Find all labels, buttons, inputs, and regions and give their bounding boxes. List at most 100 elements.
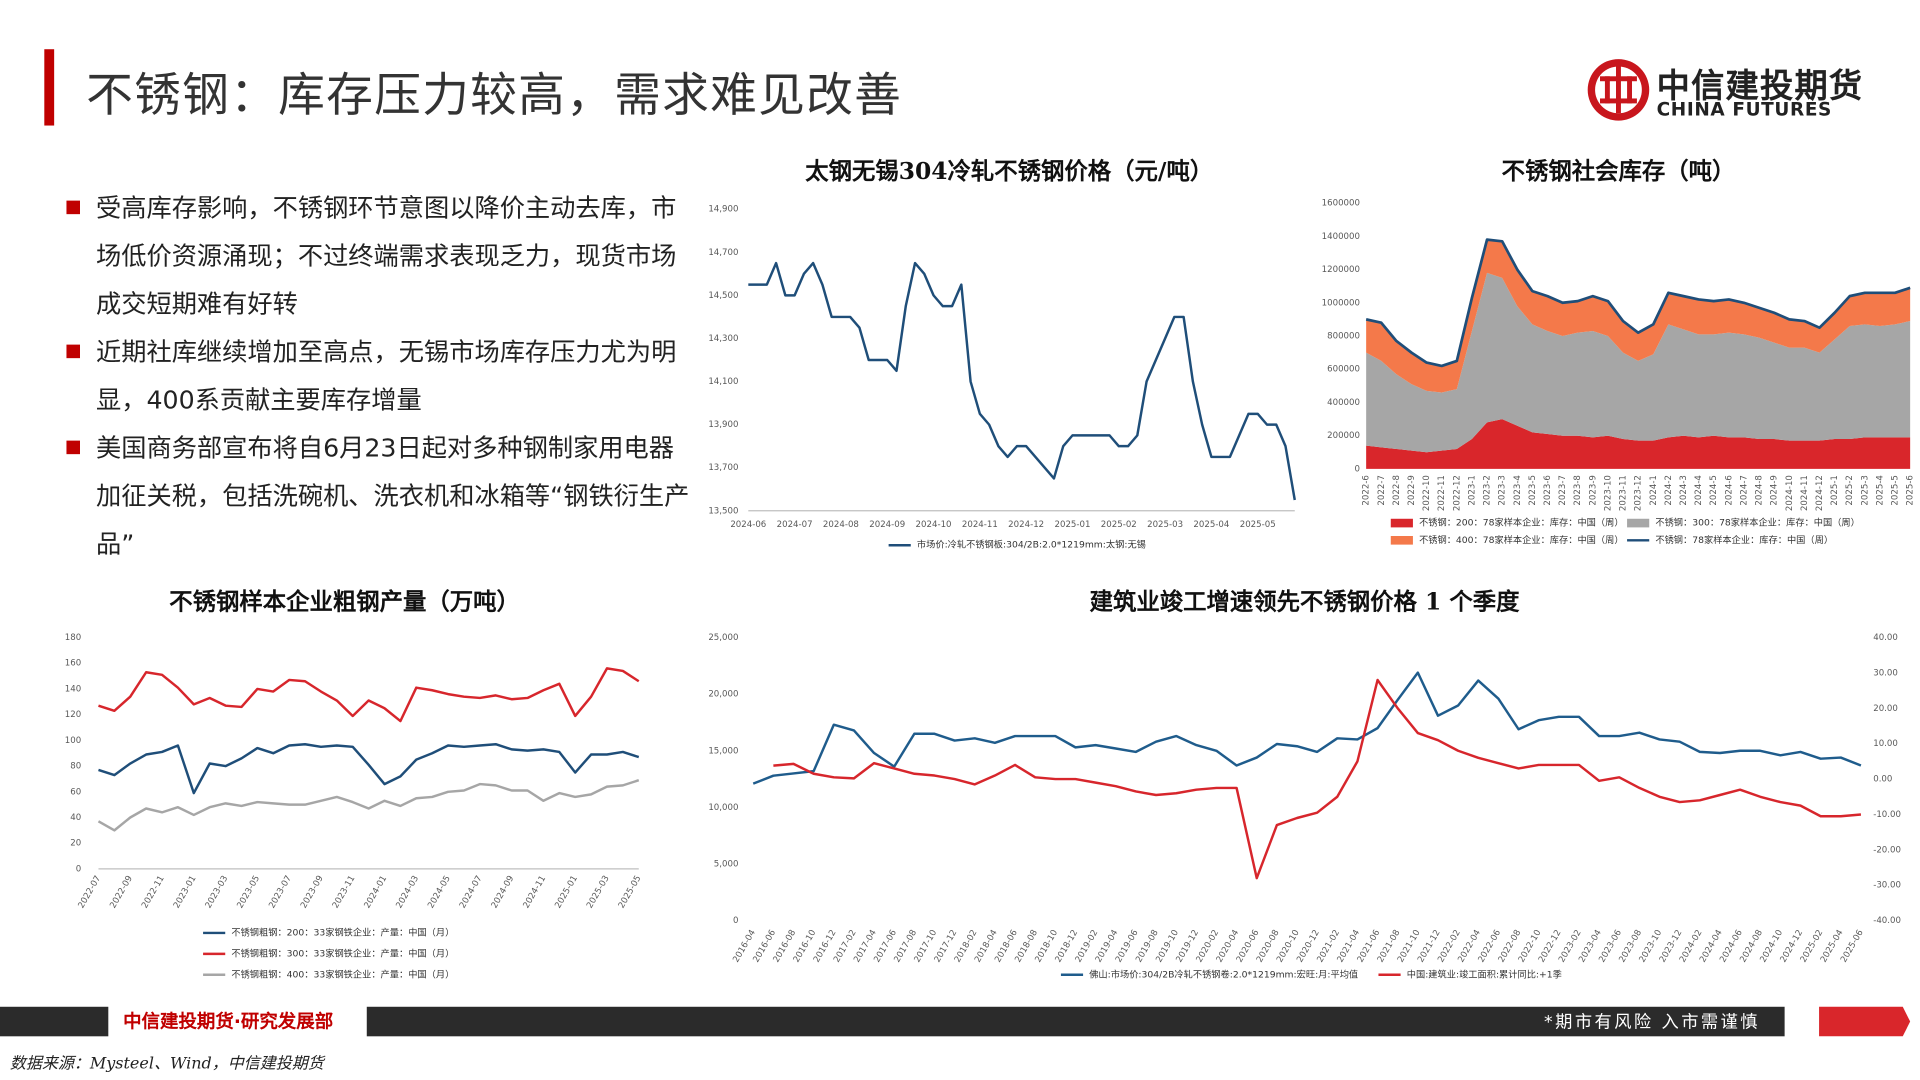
y-tick-label: 10,000 — [708, 803, 738, 813]
footer-bar — [0, 1006, 109, 1037]
y-tick-label: 13,500 — [708, 506, 738, 516]
logo-subtext: CHINA FUTURES — [1656, 98, 1832, 121]
line — [752, 671, 1862, 785]
x-tick-label: 2024-01 — [363, 874, 390, 910]
legend-swatch — [1627, 518, 1650, 528]
y-tick-label: 15,000 — [708, 746, 738, 756]
x-tick-label: 2023-01 — [172, 874, 199, 910]
x-tick-label: 2022-11 — [1437, 475, 1447, 511]
y-tick-label: 10.00 — [1873, 739, 1898, 749]
chart-title: 太钢无锡304冷轧不锈钢价格（元/吨） — [805, 157, 1213, 185]
logo-icon — [1587, 59, 1650, 121]
x-tick-label: 2023-05 — [235, 874, 262, 910]
x-tick-label: 2024-10 — [916, 520, 952, 530]
line — [98, 743, 640, 795]
x-tick-label: 2025-05 — [1240, 520, 1276, 530]
y-tick-label: -30.00 — [1873, 881, 1901, 891]
x-tick-label: 2025-05 — [617, 874, 644, 910]
x-tick-label: 2023-3 — [1498, 475, 1508, 506]
footer-right: *期市有风险 入市需谨慎 — [1544, 1012, 1760, 1033]
y-tick-label: 800000 — [1327, 331, 1360, 341]
legend-label: 不锈钢粗钢：300：33家钢铁企业：产量：中国（月） — [231, 947, 454, 959]
x-tick-label: 2024-06 — [730, 520, 766, 530]
legend-label: 不锈钢：78家样本企业：库存：中国（周） — [1655, 534, 1833, 546]
x-tick-label: 2022-8 — [1392, 475, 1402, 506]
y-tick-label: 400000 — [1327, 398, 1360, 408]
x-tick-label: 2023-8 — [1573, 475, 1583, 506]
y-tick-label: 1200000 — [1322, 265, 1360, 275]
footer-left: 中信建投期货·研究发展部 — [123, 1010, 334, 1033]
x-tick-label: 2025-3 — [1860, 475, 1870, 506]
footer-arrow — [1819, 1006, 1911, 1037]
x-tick-label: 2024-08 — [823, 520, 859, 530]
chart-title: 不锈钢样本企业粗钢产量（万吨） — [169, 588, 520, 616]
x-tick-label: 2024-03 — [394, 874, 421, 910]
legend-label: 不锈钢粗钢：400：33家钢铁企业：产量：中国（月） — [231, 968, 454, 980]
x-tick-label: 2024-8 — [1755, 475, 1765, 506]
x-tick-label: 2025-01 — [1054, 520, 1090, 530]
x-tick-label: 2025-6 — [1906, 475, 1916, 506]
line — [773, 678, 1862, 880]
x-tick-label: 2024-7 — [1739, 475, 1749, 506]
x-tick-label: 2025-01 — [553, 874, 580, 910]
x-tick-label: 2024-4 — [1694, 475, 1704, 506]
legend-label: 不锈钢：200：78家样本企业：库存：中国（周） — [1419, 517, 1623, 529]
bullet-list: 受高库存影响，不锈钢环节意图以降价主动去库，市场低价资源涌现；不过终端需求表现乏… — [64, 185, 692, 569]
x-tick-label: 2024-11 — [522, 874, 549, 910]
x-tick-label: 2025-04 — [1193, 520, 1229, 530]
y-tick-label: 0 — [733, 916, 738, 926]
y-tick-label: 100 — [65, 736, 81, 746]
bullet: 受高库存影响，不锈钢环节意图以降价主动去库，市场低价资源涌现；不过终端需求表现乏… — [64, 185, 692, 329]
line — [98, 667, 640, 723]
y-tick-label: 140 — [65, 684, 81, 694]
x-tick-label: 2024-6 — [1724, 475, 1734, 506]
x-tick-label: 2023-5 — [1528, 475, 1538, 506]
y-tick-label: 5,000 — [714, 859, 739, 869]
y-tick-label: 40.00 — [1873, 633, 1898, 643]
x-tick-label: 2025-03 — [1147, 520, 1183, 530]
y-tick-label: -20.00 — [1873, 845, 1901, 855]
x-tick-label: 2023-1 — [1467, 475, 1477, 506]
y-tick-label: 1600000 — [1322, 199, 1360, 209]
source-note: 数据来源：Mysteel、Wind，中信建投期货 — [9, 1054, 324, 1074]
x-tick-label: 2023-11 — [331, 874, 358, 910]
chart-title: 不锈钢社会库存（吨） — [1502, 157, 1736, 185]
x-tick-label: 2022-10 — [1422, 475, 1432, 511]
x-tick-label: 2022-11 — [140, 874, 167, 910]
x-tick-label: 2023-09 — [299, 874, 326, 910]
line — [1365, 238, 1911, 368]
legend-label: 中国:建筑业:竣工面积:累计同比:+1季 — [1407, 968, 1562, 980]
y-tick-label: 180 — [65, 633, 81, 643]
x-tick-label: 2025-1 — [1830, 475, 1840, 506]
y-tick-label: 14,100 — [708, 377, 738, 387]
legend-swatch — [1390, 518, 1413, 528]
y-tick-label: 0 — [76, 864, 81, 874]
x-tick-label: 2023-12 — [1634, 475, 1644, 511]
y-tick-label: 20,000 — [708, 690, 738, 700]
legend-label: 不锈钢：300：78家样本企业：库存：中国（周） — [1655, 517, 1859, 529]
legend-label: 市场价:冷轧不锈钢板:304/2B:2.0*1219mm:太钢:无锡 — [917, 539, 1146, 551]
x-tick-label: 2025-02 — [1101, 520, 1137, 530]
x-tick-label: 2022-6 — [1362, 475, 1372, 506]
x-tick-label: 2025-03 — [585, 874, 612, 910]
legend-label: 佛山:市场价:304/2B冷轧不锈钢卷:2.0*1219mm:宏旺:月:平均值 — [1089, 968, 1358, 980]
area — [1366, 239, 1911, 393]
title-accent — [44, 49, 55, 126]
y-tick-label: 25,000 — [708, 633, 738, 643]
y-tick-label: 1000000 — [1322, 298, 1360, 308]
x-tick-label: 2023-6 — [1543, 475, 1553, 506]
x-tick-label: 2025-5 — [1891, 475, 1901, 506]
x-tick-label: 2022-7 — [1377, 475, 1387, 506]
x-tick-label: 2024-9 — [1770, 475, 1780, 506]
y-tick-label: -10.00 — [1873, 810, 1901, 820]
x-tick-label: 2023-2 — [1483, 475, 1493, 506]
x-tick-label: 2022-9 — [1407, 475, 1417, 506]
x-tick-label: 2024-07 — [458, 874, 485, 910]
legend-label: 不锈钢粗钢：200：33家钢铁企业：产量：中国（月） — [231, 926, 454, 938]
y-tick-label: 30.00 — [1873, 668, 1898, 678]
y-tick-label: 14,900 — [708, 205, 738, 215]
area — [1366, 419, 1911, 469]
x-tick-label: 2023-7 — [1558, 475, 1568, 506]
